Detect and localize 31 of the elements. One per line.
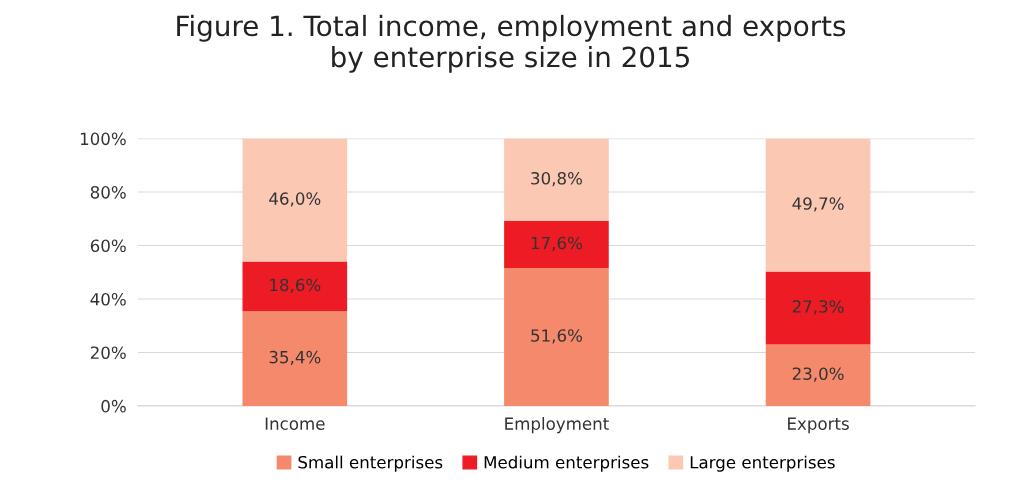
legend-label: Large enterprises bbox=[690, 455, 835, 472]
data-label: 46,0% bbox=[269, 192, 321, 207]
x-tick-label: Income bbox=[265, 417, 325, 430]
data-label: 30,8% bbox=[531, 171, 582, 187]
y-tick-label: 40% bbox=[90, 292, 126, 306]
chart-title: Figure 1. Total income, employment and exports by enterprise size in 2015 bbox=[177, 14, 846, 73]
bar bbox=[504, 220, 609, 268]
bar bbox=[765, 138, 871, 272]
bar bbox=[504, 138, 609, 221]
bar bbox=[242, 261, 348, 312]
data-label: 51,6% bbox=[531, 329, 582, 344]
y-tick-label: 100% bbox=[80, 132, 126, 146]
data-label: 35,4% bbox=[269, 350, 321, 366]
data-label: 49,7% bbox=[792, 197, 844, 212]
data-label: 23,0% bbox=[792, 367, 844, 382]
y-tick-label: 0% bbox=[101, 399, 126, 413]
bar bbox=[765, 271, 871, 345]
bar bbox=[504, 267, 609, 406]
bar bbox=[765, 344, 871, 406]
y-tick-label: 80% bbox=[90, 186, 126, 199]
data-label: 18,6% bbox=[270, 278, 321, 293]
bar bbox=[242, 138, 348, 262]
legend-label: Medium enterprises bbox=[484, 455, 649, 472]
y-tick-label: 20% bbox=[90, 346, 126, 360]
bar bbox=[242, 311, 348, 406]
x-tick-label: Employment bbox=[505, 417, 609, 434]
data-label: 17,6% bbox=[531, 236, 582, 251]
y-tick-label: 60% bbox=[90, 239, 126, 253]
x-tick-label: Exports bbox=[788, 417, 849, 434]
legend-label: Small enterprises bbox=[298, 455, 443, 472]
data-label: 27,3% bbox=[792, 300, 844, 315]
